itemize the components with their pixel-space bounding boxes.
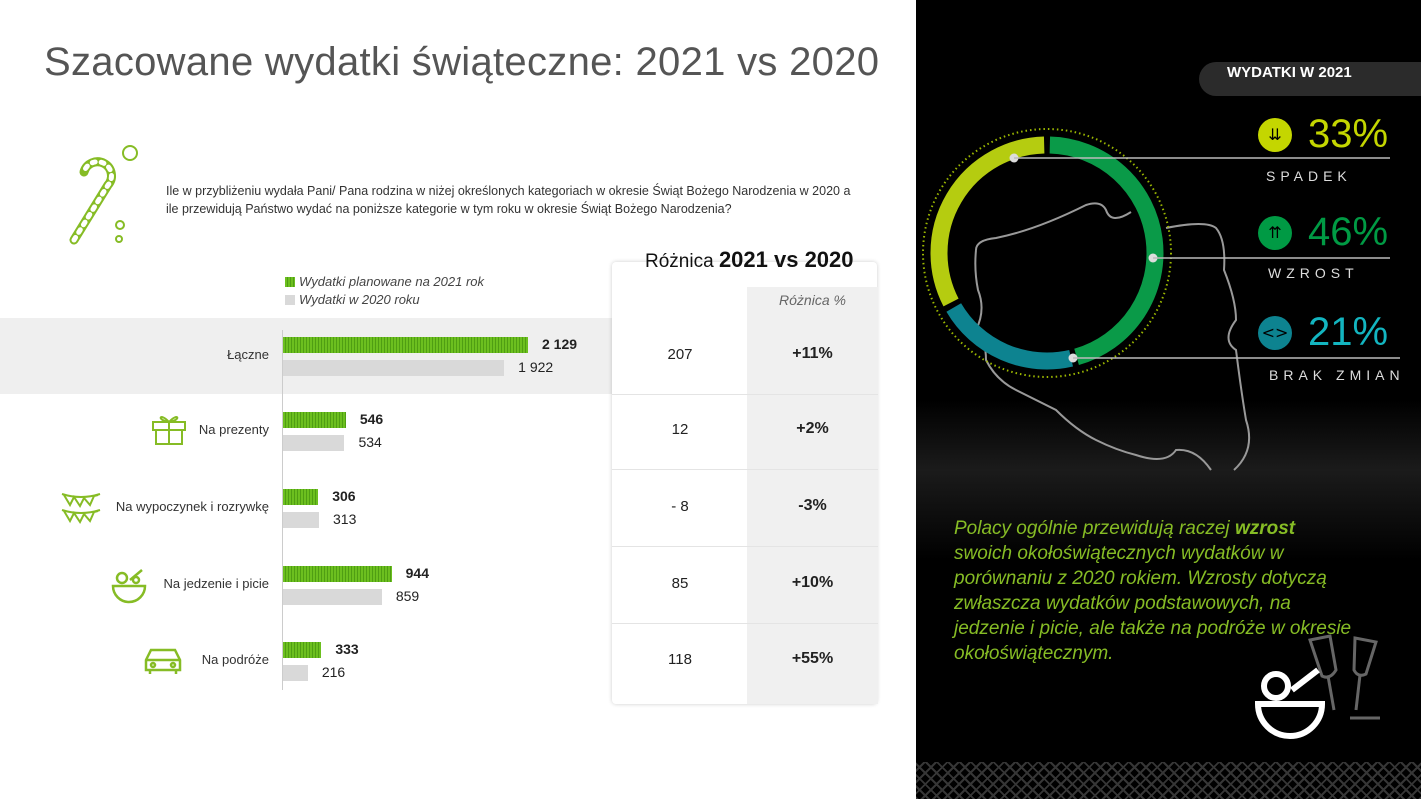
donut-dotted-ring xyxy=(922,128,1172,378)
difference-percent: +55% xyxy=(791,650,834,667)
bar-2021-label: 333 xyxy=(335,641,359,657)
summary-panel xyxy=(916,0,1421,799)
bar-2020 xyxy=(283,665,308,681)
donut-slice-brak-zmian xyxy=(946,303,1074,370)
difference-percent: +11% xyxy=(792,345,833,362)
brak-zmian-value: 21% xyxy=(1308,310,1389,354)
difference-percent: +10% xyxy=(791,574,834,591)
bar-2020-label: 859 xyxy=(395,588,420,604)
gift-icon xyxy=(152,416,186,445)
note-text-2: swoich okołoświątecznych wydatków w poró… xyxy=(954,543,1352,664)
car-icon xyxy=(144,648,182,674)
table-row-separator xyxy=(612,394,878,395)
legend-item-2020: Wydatki w 2020 roku xyxy=(285,292,420,307)
bar-2021 xyxy=(283,337,528,353)
category-label: Na wypoczynek i rozrywkę xyxy=(115,499,269,514)
table-title-bold: 2021 vs 2020 xyxy=(718,247,854,272)
difference-value: 12 xyxy=(671,421,689,438)
bar-2021-label: 306 xyxy=(332,488,356,504)
category-label: Na podróże xyxy=(201,652,269,667)
header-pill xyxy=(1199,62,1421,96)
summary-note: Polacy ogólnie przewidują raczej wzrost … xyxy=(954,516,1354,666)
bar-2020 xyxy=(283,589,382,605)
bar-axis-line xyxy=(282,330,283,690)
difference-table-title: Różnica 2021 vs 2020 xyxy=(645,247,854,273)
table-title-prefix: Różnica xyxy=(645,251,714,272)
note-bold: wzrost xyxy=(1234,518,1296,539)
bar-2020-label: 313 xyxy=(333,511,357,527)
spadek-label: SPADEK xyxy=(1266,168,1352,184)
legend-item-2021: Wydatki planowane na 2021 rok xyxy=(285,274,484,289)
donut-title: WYDATKI W 2021 xyxy=(1227,64,1352,81)
legend-swatch-2020 xyxy=(285,295,295,305)
category-label: Łączne xyxy=(227,347,269,362)
category-label: Na jedzenie i picie xyxy=(163,576,269,591)
bar-2020 xyxy=(283,512,320,528)
salad-bowl-icon xyxy=(111,569,147,604)
brak-zmian-label: BRAK ZMIAN xyxy=(1269,367,1405,383)
donut-slice-wzrost xyxy=(1049,136,1164,366)
candy-cane-icon xyxy=(69,145,138,245)
bar-2020-label: 1 922 xyxy=(518,359,554,375)
bar-2021-label: 2 129 xyxy=(542,336,578,352)
bar-2021 xyxy=(283,412,346,428)
note-text-1: Polacy ogólnie przewidują raczej xyxy=(954,518,1235,539)
chevron-up-icon: ⇈ xyxy=(1258,216,1292,250)
chevron-down-icon: ⇊ xyxy=(1258,118,1292,152)
difference-value: - 8 xyxy=(671,498,689,515)
poland-map-outline xyxy=(974,202,1250,471)
salad-bowl-icon-white xyxy=(1254,667,1326,739)
bar-2021-label: 944 xyxy=(405,565,429,581)
bar-2020 xyxy=(283,360,505,376)
difference-value: 207 xyxy=(667,346,693,363)
bar-2021 xyxy=(283,642,322,658)
difference-percent: +2% xyxy=(796,420,829,437)
wzrost-label: WZROST xyxy=(1268,265,1359,281)
highlight-row-total xyxy=(0,318,612,394)
legend-label-2021: Wydatki planowane na 2021 rok xyxy=(299,274,485,289)
legend-label-2020: Wydatki w 2020 roku xyxy=(299,292,420,307)
donut-chart xyxy=(922,128,1400,378)
bar-2021-label: 546 xyxy=(359,411,384,427)
bar-2020 xyxy=(283,435,345,451)
bar-2021 xyxy=(283,566,392,582)
page-title: Szacowane wydatki świąteczne: 2021 vs 20… xyxy=(44,40,880,84)
decorative-pattern xyxy=(916,762,1421,799)
bar-2021 xyxy=(283,489,319,505)
difference-value: 118 xyxy=(668,651,692,668)
difference-percent: -3% xyxy=(798,497,827,514)
category-label: Na prezenty xyxy=(198,422,269,437)
champagne-glasses-icon xyxy=(1308,634,1380,720)
bar-2020-label: 534 xyxy=(358,434,382,450)
code-brackets-icon: <> xyxy=(1258,316,1292,350)
difference-value: 85 xyxy=(671,575,689,592)
wzrost-value: 46% xyxy=(1308,210,1389,254)
percent-column-header: Różnica % xyxy=(779,292,846,308)
legend-swatch-2021 xyxy=(285,277,295,287)
percent-column-bg xyxy=(747,287,878,704)
bunting-icon xyxy=(61,493,101,524)
survey-question: Ile w przybliżeniu wydała Pani/ Pana rod… xyxy=(166,184,851,216)
spadek-value: 33% xyxy=(1308,112,1389,156)
bar-2020-label: 216 xyxy=(321,664,346,680)
table-row-separator xyxy=(612,623,878,624)
table-row-separator xyxy=(612,469,878,470)
table-row-separator xyxy=(612,546,878,547)
donut-slice-spadek xyxy=(930,136,1045,307)
